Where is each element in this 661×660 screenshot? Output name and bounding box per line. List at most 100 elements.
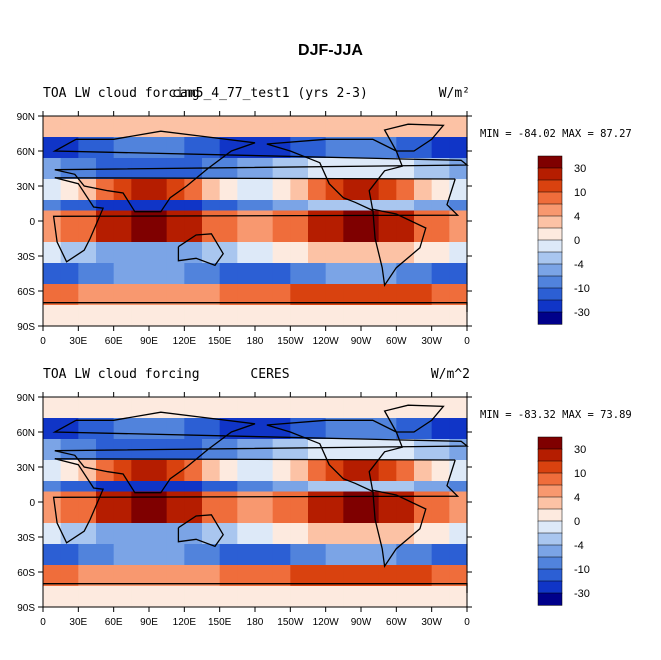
field-cell	[361, 428, 380, 440]
coastline	[52, 458, 460, 544]
field-cell	[325, 523, 344, 535]
field-cell	[378, 126, 397, 138]
field-cell	[396, 533, 415, 545]
field-cell	[184, 263, 203, 275]
field-cell	[43, 407, 62, 419]
field-cell	[414, 407, 433, 419]
field-cell	[219, 439, 238, 451]
field-cell	[202, 252, 221, 264]
field-cell	[149, 315, 168, 327]
colorbar-label: -10	[574, 564, 590, 576]
field-cell	[414, 544, 433, 556]
field-cell	[414, 428, 433, 440]
field-cell	[237, 168, 256, 180]
coastline	[383, 123, 445, 152]
field-cell	[325, 428, 344, 440]
field-cell	[219, 565, 238, 577]
field-cell	[202, 565, 221, 577]
lat-tick-label: 60S	[17, 568, 35, 579]
field-cell	[96, 273, 115, 285]
field-cell	[396, 596, 415, 608]
lat-tick-label: 30N	[17, 182, 35, 193]
field-cell	[290, 242, 309, 254]
field-cell	[131, 418, 150, 430]
field-cell	[396, 470, 415, 482]
field-cell	[131, 533, 150, 545]
field-cell	[290, 179, 309, 191]
field-cell	[113, 565, 132, 577]
field-cell	[431, 231, 450, 243]
field-cell	[113, 586, 132, 598]
field-cell	[378, 168, 397, 180]
field-cell	[202, 137, 221, 149]
field-cell	[255, 273, 274, 285]
field-cell	[43, 210, 62, 222]
field-cell	[449, 470, 468, 482]
field-cell	[325, 470, 344, 482]
field-cell	[184, 158, 203, 170]
field-cell	[60, 116, 79, 128]
field-cell	[219, 407, 238, 419]
field-cell	[96, 481, 115, 493]
field-cell	[202, 428, 221, 440]
field-cell	[396, 189, 415, 201]
field-cell	[60, 523, 79, 535]
field-cell	[325, 294, 344, 306]
field-cell	[43, 470, 62, 482]
field-cell	[449, 315, 468, 327]
colorbar-swatch	[537, 448, 563, 462]
field-cell	[166, 554, 185, 566]
field-cell	[149, 554, 168, 566]
field-cell	[60, 158, 79, 170]
colorbar-label: 0	[574, 235, 580, 247]
colorbar-label: -4	[574, 259, 584, 271]
field-cell	[166, 189, 185, 201]
field-cell	[308, 252, 327, 264]
lon-tick-label: 120E	[173, 336, 197, 347]
field-cell	[166, 418, 185, 430]
field-cell	[113, 242, 132, 254]
field-cell	[414, 137, 433, 149]
field-cell	[308, 586, 327, 598]
field-cell	[272, 200, 291, 212]
field-cell	[78, 189, 97, 201]
field-cell	[361, 533, 380, 545]
field-cell	[396, 158, 415, 170]
field-cell	[325, 231, 344, 243]
field-cell	[449, 179, 468, 191]
field-cell	[431, 586, 450, 598]
field-cell	[237, 221, 256, 233]
field-cell	[184, 523, 203, 535]
field-cell	[149, 252, 168, 264]
field-cell	[449, 200, 468, 212]
coastline	[372, 208, 427, 287]
field-cell	[131, 221, 150, 233]
field-cell	[449, 168, 468, 180]
field-cell	[113, 315, 132, 327]
field-cell	[96, 428, 115, 440]
field-cell	[166, 126, 185, 138]
field-cell	[325, 305, 344, 317]
obs-map: 90N 60N 30N 0 30S 60S 90S 0 30E 60E 90E 120E 150E 180…	[17, 392, 590, 628]
field-cell	[60, 168, 79, 180]
field-cell	[237, 428, 256, 440]
field-cell	[449, 158, 468, 170]
field-cell	[396, 284, 415, 296]
lon-tick-label: 90E	[140, 336, 158, 347]
field-cell	[449, 491, 468, 503]
field-cell	[113, 481, 132, 493]
field-cell	[202, 554, 221, 566]
field-cell	[78, 533, 97, 545]
field-cell	[78, 575, 97, 587]
panel-case-label: cam5_4_77_test1 (yrs 2-3)	[172, 86, 368, 101]
field-cell	[184, 428, 203, 440]
field-cell	[255, 189, 274, 201]
field-cell	[113, 523, 132, 535]
field-cell	[237, 200, 256, 212]
panel-min-max: MIN = -84.02 MAX = 87.27	[480, 128, 632, 140]
field-cell	[60, 252, 79, 264]
field-cell	[431, 449, 450, 461]
field-cell	[414, 168, 433, 180]
field-cell	[96, 305, 115, 317]
field-cell	[131, 596, 150, 608]
